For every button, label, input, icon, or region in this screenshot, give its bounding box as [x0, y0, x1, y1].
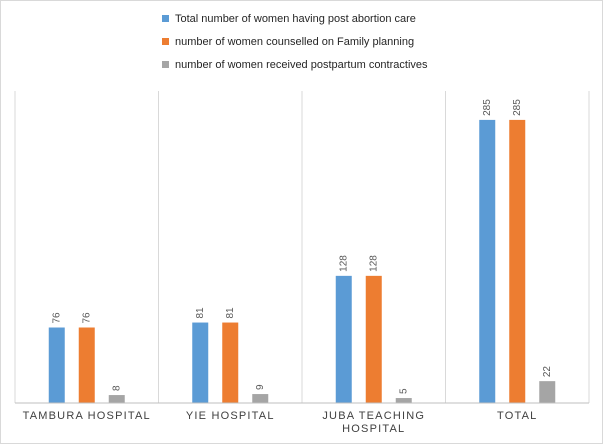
legend-item: number of women counselled on Family pla…	[162, 30, 428, 53]
x-tick-label: TAMBURA HOSPITAL	[23, 410, 151, 422]
bar	[192, 322, 209, 403]
bar	[222, 322, 239, 403]
legend-swatch	[162, 38, 169, 45]
data-label: 76	[52, 312, 63, 324]
bar	[509, 119, 526, 404]
data-label: 81	[195, 307, 206, 319]
bar	[48, 327, 65, 403]
x-tick-label-line: YIE HOSPITAL	[186, 410, 275, 422]
bar	[479, 119, 496, 404]
legend-label: Total number of women having post aborti…	[175, 12, 416, 25]
legend-item: number of women received postpartum cont…	[162, 53, 428, 76]
bar	[108, 395, 125, 403]
data-label: 76	[82, 312, 93, 324]
x-tick-label: JUBA TEACHING HOSPITAL	[322, 410, 425, 435]
bar	[335, 275, 352, 403]
bar	[539, 381, 556, 403]
x-tick-label-line: HOSPITAL	[342, 423, 405, 435]
data-label: 285	[512, 99, 523, 116]
legend-item: Total number of women having post aborti…	[162, 7, 428, 30]
legend-swatch	[162, 61, 169, 68]
x-tick-label: TOTAL	[497, 410, 537, 422]
bar	[78, 327, 95, 403]
data-label: 9	[255, 384, 266, 390]
legend-label: number of women received postpartum cont…	[175, 58, 428, 71]
data-label: 22	[542, 366, 553, 378]
bar	[252, 394, 269, 403]
data-label: 81	[225, 307, 236, 319]
x-tick-label: YIE HOSPITAL	[186, 410, 275, 422]
data-label: 285	[482, 99, 493, 116]
x-tick-label-line: TOTAL	[497, 410, 537, 422]
data-label: 8	[112, 385, 123, 391]
legend: Total number of women having post aborti…	[162, 7, 428, 76]
legend-swatch	[162, 15, 169, 22]
x-tick-label-line: JUBA TEACHING	[322, 410, 425, 422]
legend-label: number of women counselled on Family pla…	[175, 35, 415, 48]
data-label: 128	[369, 255, 380, 272]
bar	[395, 398, 412, 403]
x-tick-label-line: TAMBURA HOSPITAL	[23, 410, 151, 422]
bar	[365, 275, 382, 403]
data-label: 128	[339, 255, 350, 272]
data-label: 5	[399, 388, 410, 394]
